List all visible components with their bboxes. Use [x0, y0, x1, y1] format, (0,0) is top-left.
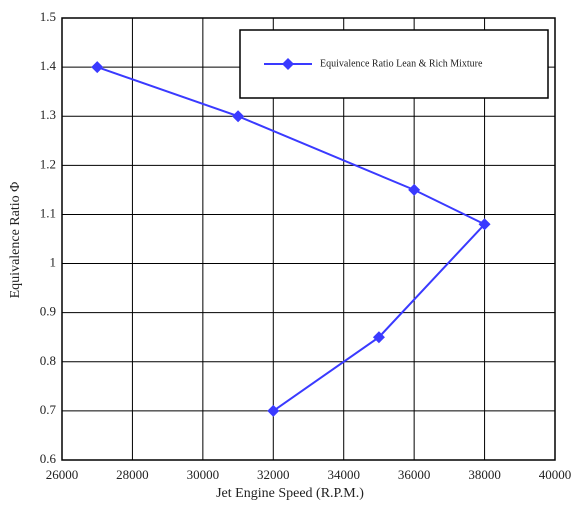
x-tick-label: 26000	[46, 467, 79, 482]
x-tick-label: 40000	[539, 467, 572, 482]
plot-frame	[61, 17, 556, 461]
y-tick-label: 1.4	[40, 58, 57, 73]
marker	[408, 183, 421, 196]
y-tick-label: 0.9	[40, 304, 56, 319]
y-tick-label: 0.6	[40, 451, 57, 466]
x-tick-label: 36000	[398, 467, 431, 482]
y-axis-label: Equivalence Ratio Φ	[8, 182, 23, 299]
marker	[91, 61, 104, 74]
x-tick-label: 34000	[327, 467, 360, 482]
series-line	[96, 66, 487, 412]
x-tick-label: 38000	[468, 467, 501, 482]
marker	[372, 331, 385, 344]
legend-label: Equivalence Ratio Lean & Rich Mixture	[320, 58, 483, 69]
y-tick-label: 1.5	[40, 9, 56, 24]
marker	[267, 404, 280, 417]
legend-marker	[282, 58, 294, 70]
x-axis-label: Jet Engine Speed (R.P.M.)	[216, 486, 364, 501]
y-tick-label: 0.8	[40, 353, 56, 368]
y-tick-label: 1.2	[40, 156, 56, 171]
x-tick-label: 28000	[116, 467, 149, 482]
y-tick-label: 1.1	[40, 205, 56, 220]
y-tick-label: 1.3	[40, 107, 56, 122]
marker	[232, 110, 245, 123]
y-tick-label: 0.7	[40, 402, 57, 417]
y-tick-label: 1	[50, 255, 57, 270]
x-tick-label: 30000	[187, 467, 220, 482]
x-tick-label: 32000	[257, 467, 290, 482]
marker	[478, 218, 491, 231]
